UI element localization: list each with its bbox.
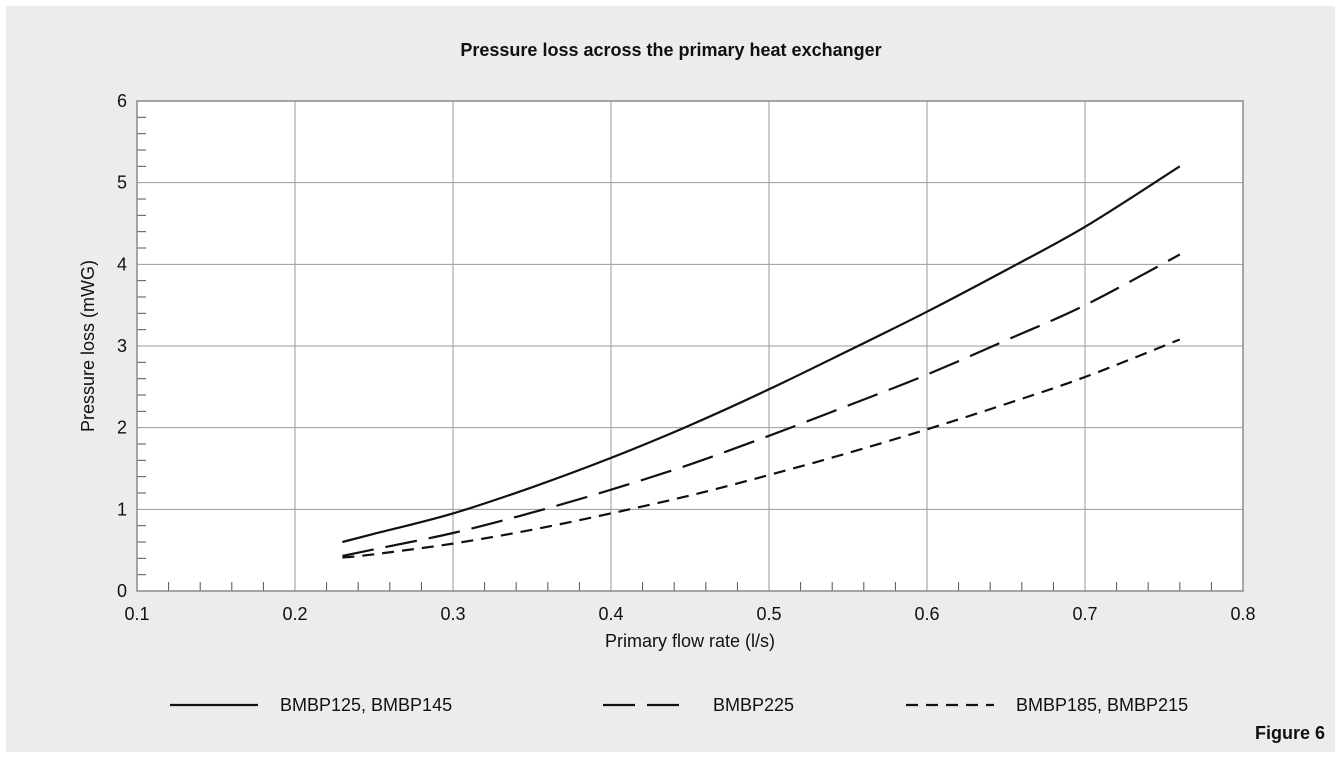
grid-lines	[137, 101, 1243, 591]
x-tick-label: 0.7	[1072, 604, 1097, 624]
x-tick-label: 0.1	[124, 604, 149, 624]
series-line-1	[342, 165, 1181, 544]
pressure-loss-chart: Pressure loss across the primary heat ex…	[78, 40, 1325, 743]
legend-label-1: BMBP125, BMBP145	[280, 695, 452, 715]
x-tick-label: 0.8	[1230, 604, 1255, 624]
x-tick-label: 0.2	[282, 604, 307, 624]
legend: BMBP125, BMBP145 BMBP225 BMBP185, BMBP215	[170, 695, 1188, 715]
y-tick-label: 0	[117, 581, 127, 601]
x-tick-label: 0.6	[914, 604, 939, 624]
x-axis-label: Primary flow rate (l/s)	[605, 631, 775, 651]
y-tick-labels: 0 1 2 3 4 5 6	[117, 91, 127, 601]
y-tick-label: 4	[117, 254, 127, 274]
legend-label-2: BMBP225	[713, 695, 794, 715]
x-tick-labels: 0.1 0.2 0.3 0.4 0.5 0.6 0.7 0.8	[124, 604, 1255, 624]
y-tick-label: 3	[117, 336, 127, 356]
y-tick-label: 1	[117, 499, 127, 519]
chart-title: Pressure loss across the primary heat ex…	[460, 40, 881, 60]
series-line-2	[342, 253, 1181, 557]
y-tick-label: 5	[117, 173, 127, 193]
x-tick-label: 0.3	[440, 604, 465, 624]
legend-label-3: BMBP185, BMBP215	[1016, 695, 1188, 715]
y-tick-label: 2	[117, 418, 127, 438]
x-tick-label: 0.4	[598, 604, 623, 624]
minor-ticks	[137, 116, 1212, 591]
series-lines	[342, 165, 1181, 559]
figure-panel: Pressure loss across the primary heat ex…	[6, 6, 1335, 752]
y-tick-label: 6	[117, 91, 127, 111]
series-line-3	[342, 338, 1181, 559]
y-axis-label: Pressure loss (mWG)	[78, 260, 98, 432]
x-tick-label: 0.5	[756, 604, 781, 624]
figure-label: Figure 6	[1255, 723, 1325, 743]
plot-frame	[136, 100, 1244, 592]
